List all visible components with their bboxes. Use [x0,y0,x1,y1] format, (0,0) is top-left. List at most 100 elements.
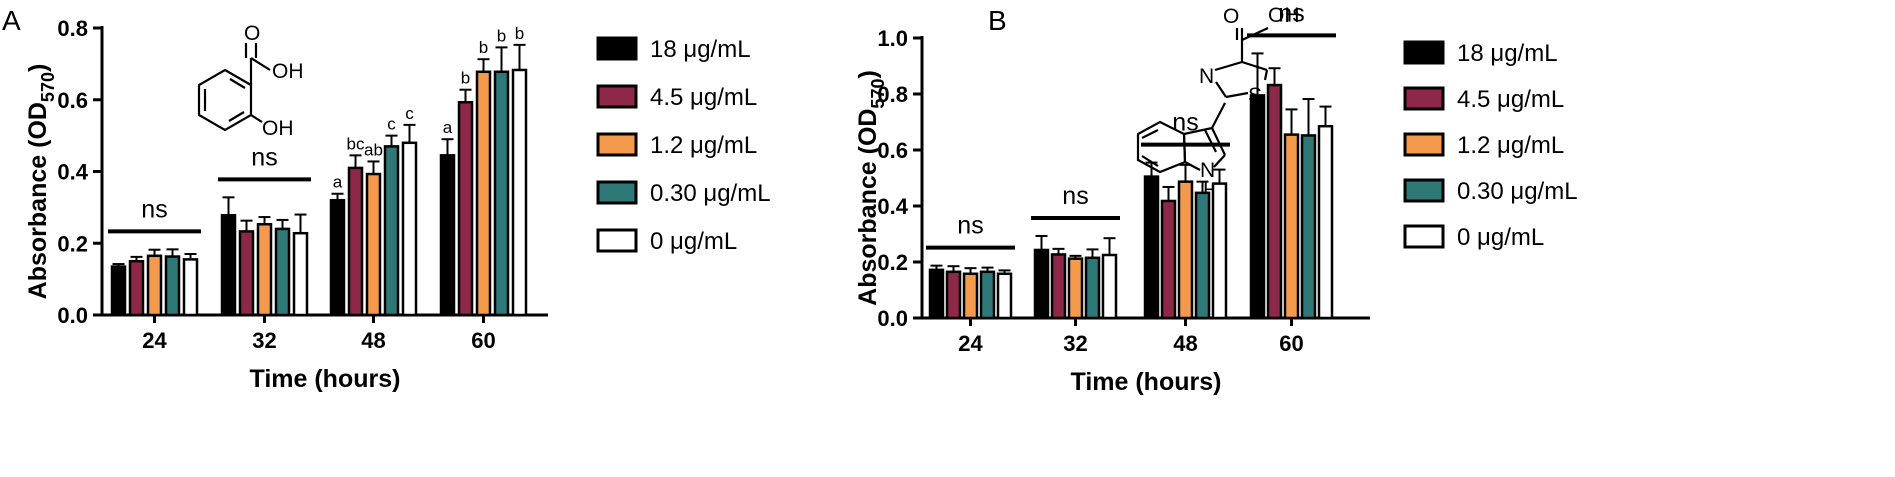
y-tick-label-a: 0.8 [57,16,88,41]
y-tick-label-b: 0.8 [877,82,908,107]
legend-label-b: 1.2 μg/mL [1457,132,1564,159]
legend-label-b: 18 μg/mL [1457,40,1558,67]
y-tick-label-b: 0.4 [877,194,908,219]
x-tick-label-b: 60 [1279,331,1303,356]
bar-a [292,231,309,317]
x-tick-label-a: 24 [142,328,167,353]
significance-label-a: b [461,69,470,88]
bar-b [962,272,979,320]
y-tick-label-b: 0.0 [877,306,908,331]
bar-b [1067,257,1084,320]
legend-label-a: 4.5 μg/mL [650,84,757,111]
y-axis-title-close-a: ) [24,64,52,72]
legend-swatch-b [1403,224,1445,249]
legend-swatch-b [1403,178,1445,203]
bar-b [1211,182,1228,320]
bar-a [110,265,127,317]
bar-b [1317,124,1334,320]
bar-b [1300,134,1317,320]
chem-b-atom-n-indole: N [1200,159,1215,182]
bar-a [128,259,145,317]
y-tick-label-a: 0.4 [57,160,88,185]
bar-b [945,270,962,320]
significance-label-a: b [479,38,488,57]
legend-label-b: 0 μg/mL [1457,224,1544,251]
y-axis-title-sub-a: 570 [38,72,58,102]
legend-swatch-b [1403,86,1445,111]
bar-b [1050,253,1067,320]
legend-swatch-a [596,36,638,61]
legend-label-b: 0.30 μg/mL [1457,178,1578,205]
panel-a-letter: A [2,5,21,36]
significance-label-a: c [405,104,414,123]
legend-label-a: 0.30 μg/mL [650,180,771,207]
legend-swatch-b [1403,132,1445,157]
legend-swatch-a [596,84,638,109]
bar-a [439,154,456,317]
x-tick-label-a: 48 [361,328,385,353]
bar-a [274,227,291,317]
bar-a [511,68,528,317]
bar-b [1033,248,1050,320]
y-axis-title-close-b: ) [854,70,882,78]
chem-b-atom-o: O [1223,5,1239,28]
bar-b [928,268,945,320]
legend-swatch-b [1403,40,1445,65]
bar-a [475,70,492,317]
x-tick-label-a: 32 [252,328,276,353]
x-tick-label-a: 60 [471,328,495,353]
legend-swatch-a [596,228,638,253]
panel-b-letter: B [988,5,1007,36]
bar-b [1266,83,1283,320]
legend-label-a: 18 μg/mL [650,36,751,63]
chem-b-atom-oh: OH [1268,4,1300,27]
x-axis-title-a: Time (hours) [250,365,401,393]
chart-panel-b: 0.0 0.2 0.4 0.6 0.8 1.0 ns ns ns ns 24 32 48 60 Time (… [854,0,1578,396]
legend-label-a: 1.2 μg/mL [650,132,757,159]
chem-a-atom-oh-phenol: OH [262,117,294,140]
significance-label-a: ab [364,140,383,159]
bar-b [1177,180,1194,320]
y-axis-title-main-b: Absorbance (OD [854,109,882,306]
indole-thiazoline-structure [1136,27,1269,174]
y-axis-title-main-a: Absorbance (OD [24,102,52,299]
bar-b [996,272,1013,320]
bar-a [401,141,418,317]
bar-a [365,172,382,317]
y-tick-label-a: 0.6 [57,88,88,113]
bar-b [979,270,996,320]
bar-a [457,101,474,317]
bar-b [1084,256,1101,320]
y-tick-label-a: 0.0 [57,303,88,328]
ns-label-a: ns [141,195,167,223]
significance-label-a: bc [347,134,365,153]
significance-label-a: b [497,26,506,45]
bar-b [1101,253,1118,320]
significance-label-a: c [387,115,396,134]
ns-label-b: ns [957,212,983,240]
ns-label-b: ns [1172,109,1198,137]
significance-label-a: a [333,173,343,192]
bar-a [146,254,163,317]
y-tick-label-b: 0.2 [877,250,908,275]
x-tick-label-b: 48 [1173,331,1197,356]
y-tick-label-b: 1.0 [877,26,908,51]
legend-swatch-a [596,132,638,157]
x-axis-title-b: Time (hours) [1071,368,1222,396]
chem-a-atom-oh-acid: OH [272,60,304,83]
y-tick-label-a: 0.2 [57,231,88,256]
bar-a [383,145,400,317]
legend-swatch-a [596,180,638,205]
bar-a [493,70,510,317]
x-tick-label-b: 24 [958,331,983,356]
x-tick-label-b: 32 [1063,331,1087,356]
ns-label-b: ns [1278,0,1304,27]
salicylic-acid-structure [197,43,271,132]
chem-a-atom-o: O [244,22,260,45]
bar-a [220,214,237,317]
significance-label-a: b [515,24,524,43]
bar-a [256,222,273,317]
ns-label-b: ns [1062,182,1088,210]
